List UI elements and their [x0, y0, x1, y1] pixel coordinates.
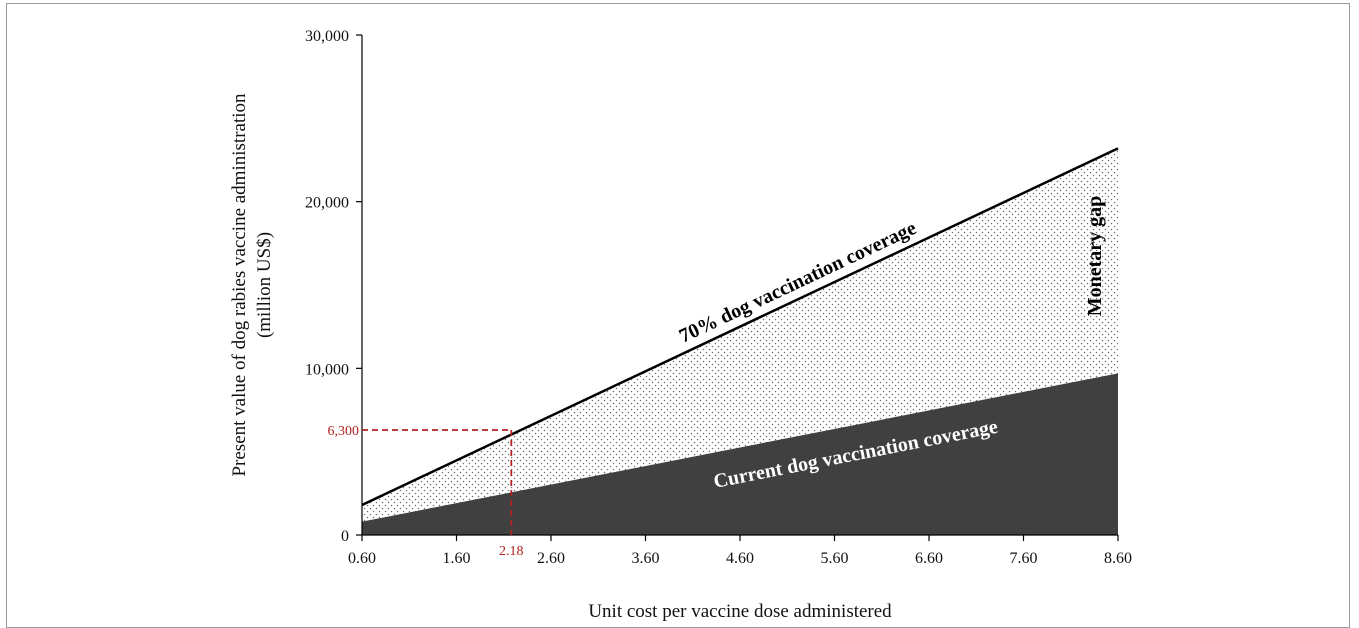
- x-tick-label: 6.60: [915, 550, 943, 567]
- y-axis-ticks: 0 10,000 20,000 30,000: [305, 28, 362, 545]
- y-axis-title-line2: (million US$): [254, 232, 275, 338]
- x-tick-label: 1.60: [443, 550, 471, 567]
- x-tick-label: 3.60: [632, 550, 660, 567]
- y-tick-label: 10,000: [305, 361, 349, 378]
- y-tick-label: 30,000: [305, 28, 349, 45]
- y-tick-label: 0: [341, 528, 349, 545]
- annotation-y-label: 6,300: [328, 424, 360, 439]
- x-tick-label: 4.60: [726, 550, 754, 567]
- x-tick-label: 0.60: [348, 550, 376, 567]
- x-tick-label: 7.60: [1010, 550, 1038, 567]
- x-tick-label: 5.60: [821, 550, 849, 567]
- x-axis-title: Unit cost per vaccine dose administered: [588, 601, 892, 622]
- y-axis-title-line1: Present value of dog rabies vaccine admi…: [229, 93, 250, 477]
- monetary-gap-label: Monetary gap: [1084, 196, 1106, 317]
- target-coverage-line: [361, 147, 1119, 507]
- current-coverage-area: [362, 373, 1118, 535]
- x-axis-ticks: 0.60 1.60 2.60 3.60 4.60 5.60 6.60 7.60 8.60: [348, 535, 1132, 567]
- x-tick-label: 2.60: [537, 550, 565, 567]
- annotation-x-label: 2.18: [499, 544, 524, 559]
- y-tick-label: 20,000: [305, 195, 349, 212]
- x-tick-label: 8.60: [1104, 550, 1132, 567]
